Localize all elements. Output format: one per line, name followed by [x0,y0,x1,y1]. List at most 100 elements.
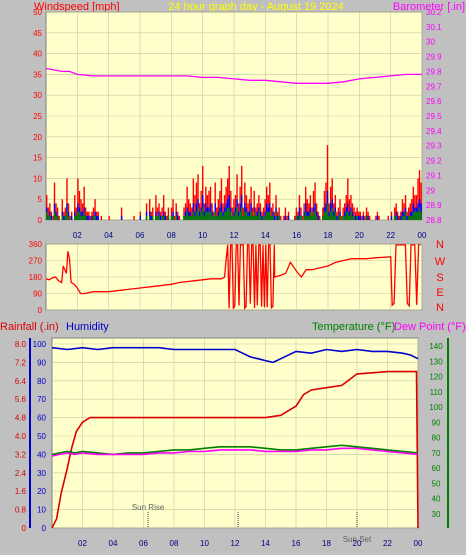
wind-bar-gust [406,215,408,220]
wind-bar-average [148,215,151,220]
temperature-tick-label: 110 [430,388,443,397]
wind-bar-average [412,211,415,220]
wind-bar-windspeed [375,215,377,220]
sun-markers [147,512,358,528]
wind-bar-average [303,215,305,220]
wind-bar-windspeed [404,195,407,220]
wind-bar-average [239,211,241,220]
rain-tick-label: 4.8 [15,414,27,423]
rain-x-tick-label: 18 [322,539,331,548]
rain-x-tick-label: 22 [383,539,392,548]
wind-bar-gust [97,215,99,220]
wind-bar-windspeed [326,145,329,220]
wind-bar-windspeed [295,207,298,220]
wind-bar-average [203,215,205,220]
barometer-tick-label: 29 [426,186,435,195]
wind-bar-windspeed [269,182,271,220]
wind-bar-average [401,215,404,220]
wind-bar-average [49,215,51,220]
direction-tick-label: 270 [29,257,43,266]
wind-bar-windspeed [337,207,340,220]
wind-bar-average [331,207,333,220]
wind-bar-average [214,211,216,220]
wind-bar-average [329,211,332,220]
wind-bar-average [295,215,298,220]
wind-bar-windspeed [353,207,355,220]
rain-tick-label: 4.0 [15,432,27,441]
wind-bar-windspeed [192,178,195,220]
wind-bar-gust [397,215,399,220]
direction-tick-labels: 0 90 180 270 360 [29,240,43,315]
wind-bar-average [228,207,230,220]
humidity-series-line [51,346,419,364]
wind-bar-windspeed [401,199,404,220]
wind-bar-windspeed [191,207,193,220]
wind-bar-average [46,211,48,220]
windspeed-tick-label: 50 [33,8,42,17]
wind-bar-windspeed [248,199,251,220]
wind-bar-average [211,215,213,220]
wind-bar-windspeed [178,215,181,220]
rain-humidity-temp-chart: Rainfall (.in) Humidity Temperature (°F)… [0,321,466,548]
wind-bar-average [217,215,220,220]
wind-bar-average [404,211,407,220]
wind-bar-gust [159,215,162,220]
wind-bar-gust [120,215,123,220]
sunset-label: Sun Set [343,535,372,544]
wind-bar-average [212,215,215,220]
wind-bar-gust [354,215,357,220]
wind-bar-average [184,215,187,220]
wind-bar-windspeed [314,182,316,220]
wind-bar-average [348,215,351,220]
humidity-tick-label: 90 [37,358,46,367]
wind-bar-average [198,215,201,220]
rain-x-tick-label: 14 [261,539,270,548]
wind-bar-average [194,215,196,220]
barometer-tick-label: 29.5 [426,112,442,121]
wind-bar-average [195,211,198,220]
temperature-tick-label: 120 [429,373,443,382]
wind-bar-gust [241,195,243,220]
wind-bar-windspeed [166,215,168,220]
wind-bar-average [175,215,177,220]
wind-bar-average [253,211,255,220]
wind-baro-chart: Windspeed [mph] 24 hour graph day - Augu… [33,1,465,240]
wind-bar-windspeed [46,195,48,220]
windspeed-axis-title: Windspeed [mph] [34,1,120,13]
wind-bar-average [189,215,191,220]
temperature-tick-label: 80 [432,434,441,443]
wind-bar-windspeed [200,190,202,220]
wind-bar-windspeed [197,174,199,220]
wind-bar-windspeed [348,199,351,220]
colored-axes [29,338,449,528]
wind-bar-windspeed [202,165,204,220]
wind-bar-windspeed [251,207,254,220]
wind-bar-average [233,215,235,220]
wind-bar-average [77,211,79,220]
windspeed-tick-label: 5 [38,195,43,204]
wind-bar-windspeed [206,195,209,220]
wind-bar-average [417,211,419,220]
rainfall-axis-title: Rainfall (.in) [0,321,59,333]
wind-bar-average [420,211,422,220]
wind-bar-windspeed [420,182,422,220]
wind-bar-windspeed [85,207,87,220]
barometer-tick-label: 30 [426,38,435,47]
wind-bar-windspeed [283,215,285,220]
wind-bar-average [347,211,349,220]
wind-bar-windspeed [172,199,174,220]
wind-bar-windspeed [234,195,237,220]
wind-bar-average [407,215,410,220]
wind-bar-windspeed [208,190,210,220]
wind-bar-average [85,215,87,220]
wind-bar-windspeed [418,170,421,220]
wind-bar-average [350,211,352,220]
wind-bar-average [53,211,56,220]
wind-bar-average [393,215,396,220]
chart-title: 24 hour graph day - August 19 2024 [168,1,344,13]
wind-bar-average [200,211,202,220]
barometer-tick-label: 28.8 [426,216,442,225]
humidity-tick-label: 20 [37,487,46,496]
wind-bar-average [345,211,347,220]
